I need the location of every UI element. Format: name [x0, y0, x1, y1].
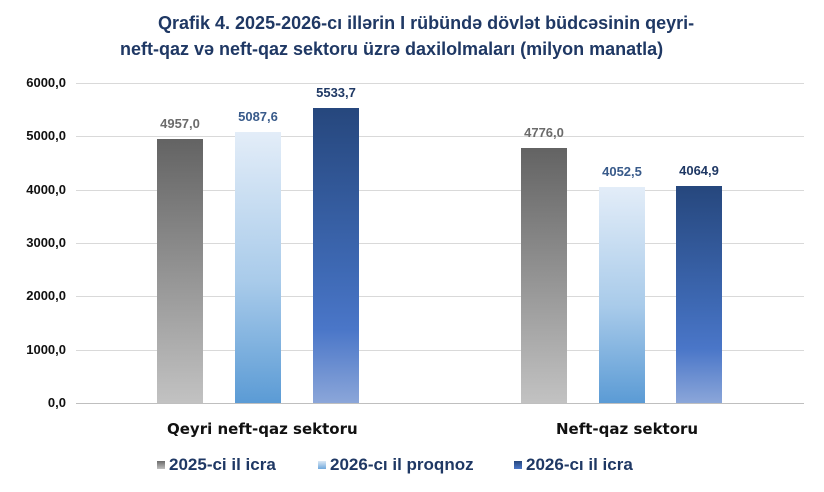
x-category-label: Qeyri neft-qaz sektoru: [167, 420, 358, 438]
gridline: [76, 350, 804, 351]
bar-neft-2026-icra: [676, 186, 722, 403]
x-axis-line: [76, 403, 804, 404]
x-category-label: Neft-qaz sektoru: [556, 420, 699, 438]
y-tick-0: 0,0: [47, 395, 66, 410]
bar-neft-2025-icra: [521, 148, 567, 403]
y-tick-4000: 4000,0: [26, 182, 66, 197]
gridline: [76, 296, 804, 297]
value-label: 5533,7: [316, 85, 356, 100]
gridline: [76, 136, 804, 137]
value-label: 4052,5: [602, 164, 642, 179]
y-tick-1000: 1000,0: [26, 342, 66, 357]
gridline: [76, 83, 804, 84]
legend-item-2026-icra: 2026-cı il icra: [514, 455, 633, 475]
y-tick-3000: 3000,0: [26, 235, 66, 250]
chart-title-line-1: Qrafik 4. 2025-2026-cı illərin I rübündə…: [158, 13, 695, 33]
value-label: 4064,9: [679, 163, 719, 178]
gridline: [76, 243, 804, 244]
bar-neft-2026-proqnoz: [599, 187, 645, 403]
legend-swatch-icon: [318, 461, 326, 469]
legend-swatch-icon: [514, 461, 522, 469]
y-tick-2000: 2000,0: [26, 288, 66, 303]
bar-qeyri-2026-proqnoz: [235, 132, 281, 403]
bar-qeyri-2025-icra: [157, 139, 203, 403]
y-tick-5000: 5000,0: [26, 128, 66, 143]
legend-label: 2026-cı il proqnoz: [330, 455, 474, 474]
legend-label: 2025-ci il icra: [169, 455, 276, 474]
value-label: 5087,6: [238, 109, 278, 124]
legend-item-2025-icra: 2025-ci il icra: [157, 455, 276, 475]
value-label: 4776,0: [524, 125, 564, 140]
bar-qeyri-2026-icra: [313, 108, 359, 403]
value-label: 4957,0: [160, 116, 200, 131]
y-tick-6000: 6000,0: [26, 75, 66, 90]
chart-title-line-2: neft-qaz və neft-qaz sektoru üzrə daxilo…: [120, 39, 664, 59]
gridline: [76, 190, 804, 191]
legend-label: 2026-cı il icra: [526, 455, 633, 474]
legend-swatch-icon: [157, 461, 165, 469]
legend-item-2026-proqnoz: 2026-cı il proqnoz: [318, 455, 474, 475]
